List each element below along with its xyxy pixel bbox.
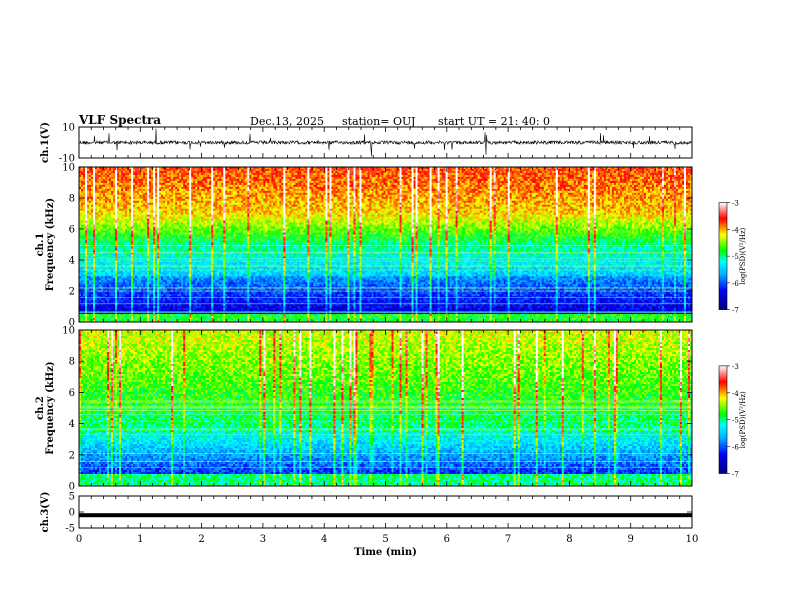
- colorbar-tick-label: -3: [732, 363, 739, 371]
- x-ticks: [78, 496, 693, 528]
- y-tick-label: 0: [69, 508, 75, 519]
- x-tick-label: 7: [505, 534, 511, 545]
- colorbar-tick-label: -5: [732, 253, 739, 261]
- start-time-label: start UT = 21: 40: 0: [438, 115, 550, 128]
- y-tick-label: 6: [69, 388, 75, 399]
- y-tick-label: 5: [69, 492, 75, 503]
- spectrogram-cells: [79, 330, 693, 487]
- y-axis-label: ch.3(V): [40, 491, 51, 532]
- x-tick-label: 1: [137, 534, 143, 545]
- x-tick-label: 2: [198, 534, 204, 545]
- colorbar-tick-label: -3: [732, 200, 739, 208]
- y-tick-label: 4: [69, 419, 75, 430]
- colorbar-tick-label: -4: [732, 226, 739, 234]
- panel-frame: [78, 166, 693, 323]
- waveform-trace: [78, 128, 693, 157]
- y-tick-label: 10: [62, 123, 75, 134]
- y-axis-label: ch.2: [35, 396, 46, 420]
- x-tick-label: 5: [382, 534, 388, 545]
- y-tick-label: -5: [65, 524, 75, 535]
- y-tick-label: -10: [59, 154, 75, 165]
- colorbar-tick-label: -4: [732, 390, 739, 398]
- station-label: station= OUJ: [342, 115, 415, 128]
- y-tick-label: 8: [69, 357, 75, 368]
- x-tick-label: 6: [444, 534, 450, 545]
- waveform-trace: [79, 513, 692, 518]
- y-axis-label: Frequency (kHz): [45, 361, 56, 454]
- y-axis-label: Frequency (kHz): [45, 198, 56, 291]
- y-tick-label: 10: [62, 163, 75, 174]
- x-tick-label: 3: [260, 534, 266, 545]
- figure-title: VLF Spectra: [79, 113, 161, 127]
- y-tick-label: 0: [69, 318, 75, 329]
- colorbar-tick-label: -7: [732, 471, 739, 479]
- colorbar-tick-label: -5: [732, 417, 739, 425]
- y-tick-label: 2: [69, 287, 75, 298]
- x-tick-label: 9: [628, 534, 634, 545]
- panel-frame: [78, 126, 693, 159]
- x-tick-label: 8: [566, 534, 572, 545]
- spectrogram-cells: [79, 167, 693, 323]
- y-axis-label: ch.1(V): [40, 122, 51, 163]
- colorbar: [718, 365, 730, 474]
- colorbar-tick-label: -6: [732, 280, 739, 288]
- colorbar-label: log(PSD)(V²/Hz): [739, 227, 747, 284]
- panel-frame: [78, 329, 693, 487]
- x-axis-label: Time (min): [354, 547, 417, 558]
- x-tick-label: 0: [76, 534, 82, 545]
- colorbar: [718, 202, 730, 310]
- y-tick-label: 2: [69, 450, 75, 461]
- y-axis-label: ch.1: [35, 233, 46, 257]
- y-tick-label: 6: [69, 225, 75, 236]
- date-label: Dec.13, 2025: [250, 115, 324, 128]
- y-tick-label: 8: [69, 194, 75, 205]
- y-tick-label: 10: [62, 326, 75, 337]
- y-tick-label: 4: [69, 256, 75, 267]
- x-tick-label: 4: [321, 534, 327, 545]
- colorbar-tick-label: -6: [732, 444, 739, 452]
- panel-frame: [78, 495, 693, 529]
- colorbar-label: log(PSD)(V²/Hz): [739, 391, 747, 448]
- colorbar-tick-label: -7: [732, 307, 739, 315]
- y-tick-label: 0: [69, 482, 75, 493]
- x-tick-label: 10: [686, 534, 699, 545]
